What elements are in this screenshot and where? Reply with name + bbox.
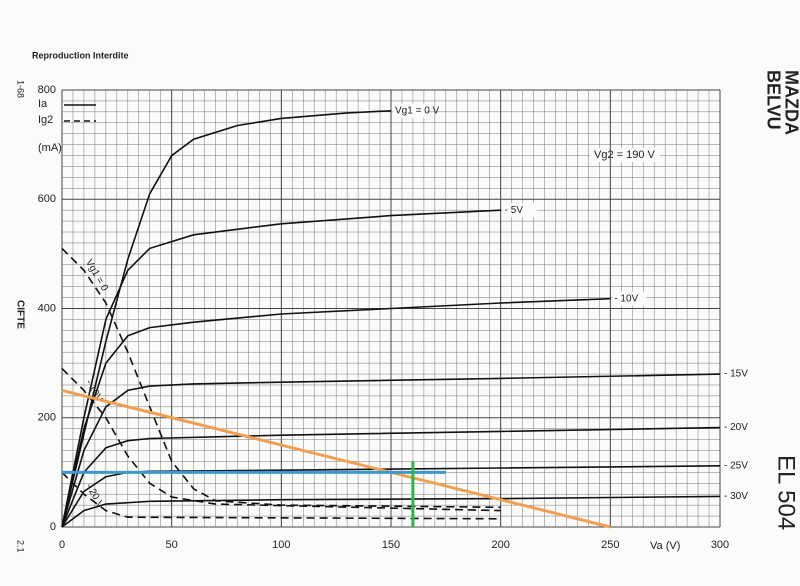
label-bg [30, 98, 60, 168]
curve [61, 110, 392, 528]
curve-label: - 25V [724, 460, 748, 471]
y-tick-label: 400 [38, 302, 56, 314]
curve [61, 426, 721, 528]
y-axis-label: (mA) [38, 142, 62, 154]
brand: BELVU [763, 70, 783, 130]
y-tick-label: 0 [50, 521, 56, 533]
curve-label: Vg1 = 0 V [395, 105, 440, 116]
curve [61, 247, 501, 509]
annotation: CIFTE [14, 300, 25, 329]
curve [61, 373, 721, 528]
annotation: 2.1 [16, 540, 26, 553]
x-tick-label: 150 [382, 539, 400, 551]
x-tick-label: 0 [59, 539, 65, 551]
curve-label: - 30V [724, 491, 748, 502]
curve-label: - 20V [724, 422, 748, 433]
x-tick-label: 250 [601, 539, 619, 551]
label-bg [722, 458, 756, 473]
tube-name: EL 504 [773, 455, 800, 530]
annotation: 1-68 [16, 80, 26, 98]
label-bg [722, 420, 756, 435]
label-bg [590, 148, 660, 162]
curve [61, 209, 501, 528]
y-tick-label: 600 [38, 193, 56, 205]
curve-label: - 15V [724, 369, 748, 380]
y-tick-label: 200 [38, 412, 56, 424]
curve [61, 471, 501, 520]
x-tick-label: 100 [272, 539, 290, 551]
x-tick-label: 300 [711, 539, 729, 551]
y-tick-label: 800 [38, 84, 56, 96]
brand: MAZDA [781, 70, 800, 135]
curve-label: - 10V [614, 293, 638, 304]
curve-label: - 20 V [83, 482, 106, 511]
x-axis-label: Va (V) [650, 540, 680, 552]
chart-title: Reproduction Interdite [32, 50, 129, 60]
x-tick-label: 50 [166, 539, 178, 551]
overlay-line [61, 388, 611, 529]
legend-label: Ia [38, 98, 48, 110]
label-bg [612, 291, 647, 306]
label-bg [502, 203, 537, 218]
label-bg [722, 367, 756, 382]
annotation: Vg2 = 190 V [594, 149, 656, 161]
label-bg [393, 103, 427, 118]
curve-label: - 5V [505, 205, 524, 216]
x-tick-label: 200 [491, 539, 509, 551]
label-bg [722, 489, 756, 504]
legend-label: Ig2 [38, 114, 53, 126]
curve [61, 297, 611, 528]
